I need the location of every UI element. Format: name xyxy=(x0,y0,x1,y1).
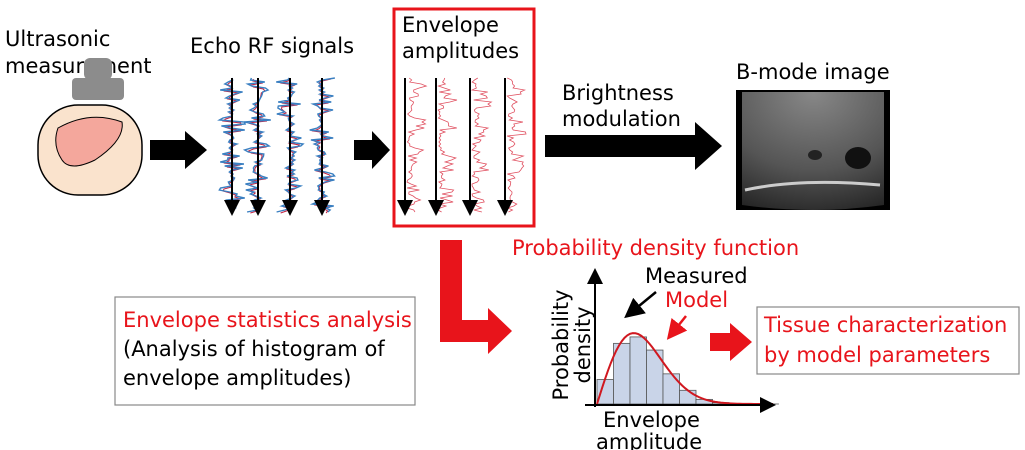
measured-label: Measured xyxy=(645,264,748,288)
bmode-vessel xyxy=(808,150,822,160)
histogram xyxy=(597,333,779,404)
result-text: by model parameters xyxy=(764,343,990,367)
histogram-bar xyxy=(630,337,647,404)
rf-signals xyxy=(219,78,335,213)
step-label: Echo RF signals xyxy=(190,34,354,58)
histogram-bar xyxy=(680,390,697,404)
histogram-bar xyxy=(597,380,614,404)
step-label: Envelope xyxy=(402,13,499,37)
envelope-trace xyxy=(507,78,526,212)
analysis-detail: (Analysis of histogram of xyxy=(123,337,385,361)
pointer xyxy=(628,292,656,315)
step-label: amplitudes xyxy=(402,39,519,63)
analysis-detail: envelope amplitudes) xyxy=(123,366,351,390)
diagram: Ultrasonic measurement Echo RF signals E… xyxy=(0,0,1025,450)
step-label: measurement xyxy=(5,54,152,78)
arrow xyxy=(440,240,512,354)
step-label: Brightness xyxy=(562,81,674,105)
step-label: modulation xyxy=(562,107,681,131)
pdf-title: Probability density function xyxy=(512,236,799,260)
arrow xyxy=(710,323,752,361)
x-label: amplitude xyxy=(596,430,702,450)
pointer xyxy=(670,316,686,336)
envelope-trace xyxy=(472,78,491,212)
envelopes xyxy=(405,78,526,212)
y-label: density xyxy=(571,307,595,384)
histogram-bar xyxy=(663,374,680,404)
analysis-title: Envelope statistics analysis xyxy=(123,308,412,332)
y-label: Probability xyxy=(549,289,573,400)
model-label: Model xyxy=(665,288,728,312)
envelope-trace xyxy=(407,78,426,212)
result-text: Tissue characterization xyxy=(763,313,1007,337)
step-label: Ultrasonic xyxy=(5,27,110,51)
x-label: Envelope xyxy=(603,408,700,432)
envelope-trace xyxy=(438,78,457,212)
bmode-vessel xyxy=(845,147,871,169)
step-label: B-mode image xyxy=(736,60,890,84)
arrow xyxy=(354,131,390,169)
arrow xyxy=(150,131,207,169)
